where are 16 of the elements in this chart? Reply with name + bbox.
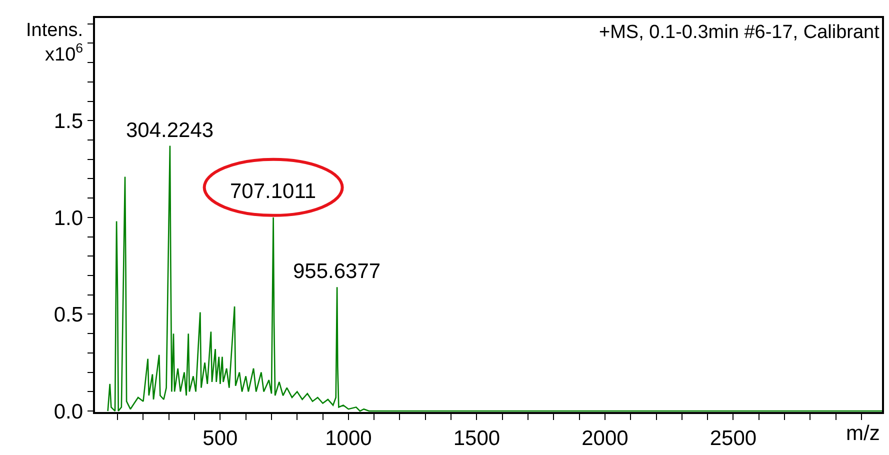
- x-tick-label: 2000: [582, 426, 628, 450]
- y-axis-title: Intens. x10$^{6}$: [26, 20, 84, 66]
- x-tick-label: 1500: [453, 426, 500, 450]
- x-tick-label: 500: [202, 426, 238, 450]
- line-series: [107, 145, 882, 412]
- annotation: 707.1011: [230, 180, 316, 203]
- chart-title: +MS, 0.1-0.3min #6-17, Calibrant: [599, 22, 880, 43]
- x-tick-label: 2500: [710, 426, 757, 450]
- x-axis-title: m/z: [846, 422, 880, 445]
- y-tick-label: 1.0: [54, 206, 84, 230]
- annotation: 304.2243: [126, 119, 214, 142]
- x-tick-label: 1000: [325, 426, 372, 450]
- y-tick-label: 1.5: [54, 110, 84, 133]
- annotation: 955.6377: [293, 260, 381, 283]
- y-tick-label: 0.0: [54, 400, 84, 424]
- y-tick-label: 0.5: [54, 304, 84, 327]
